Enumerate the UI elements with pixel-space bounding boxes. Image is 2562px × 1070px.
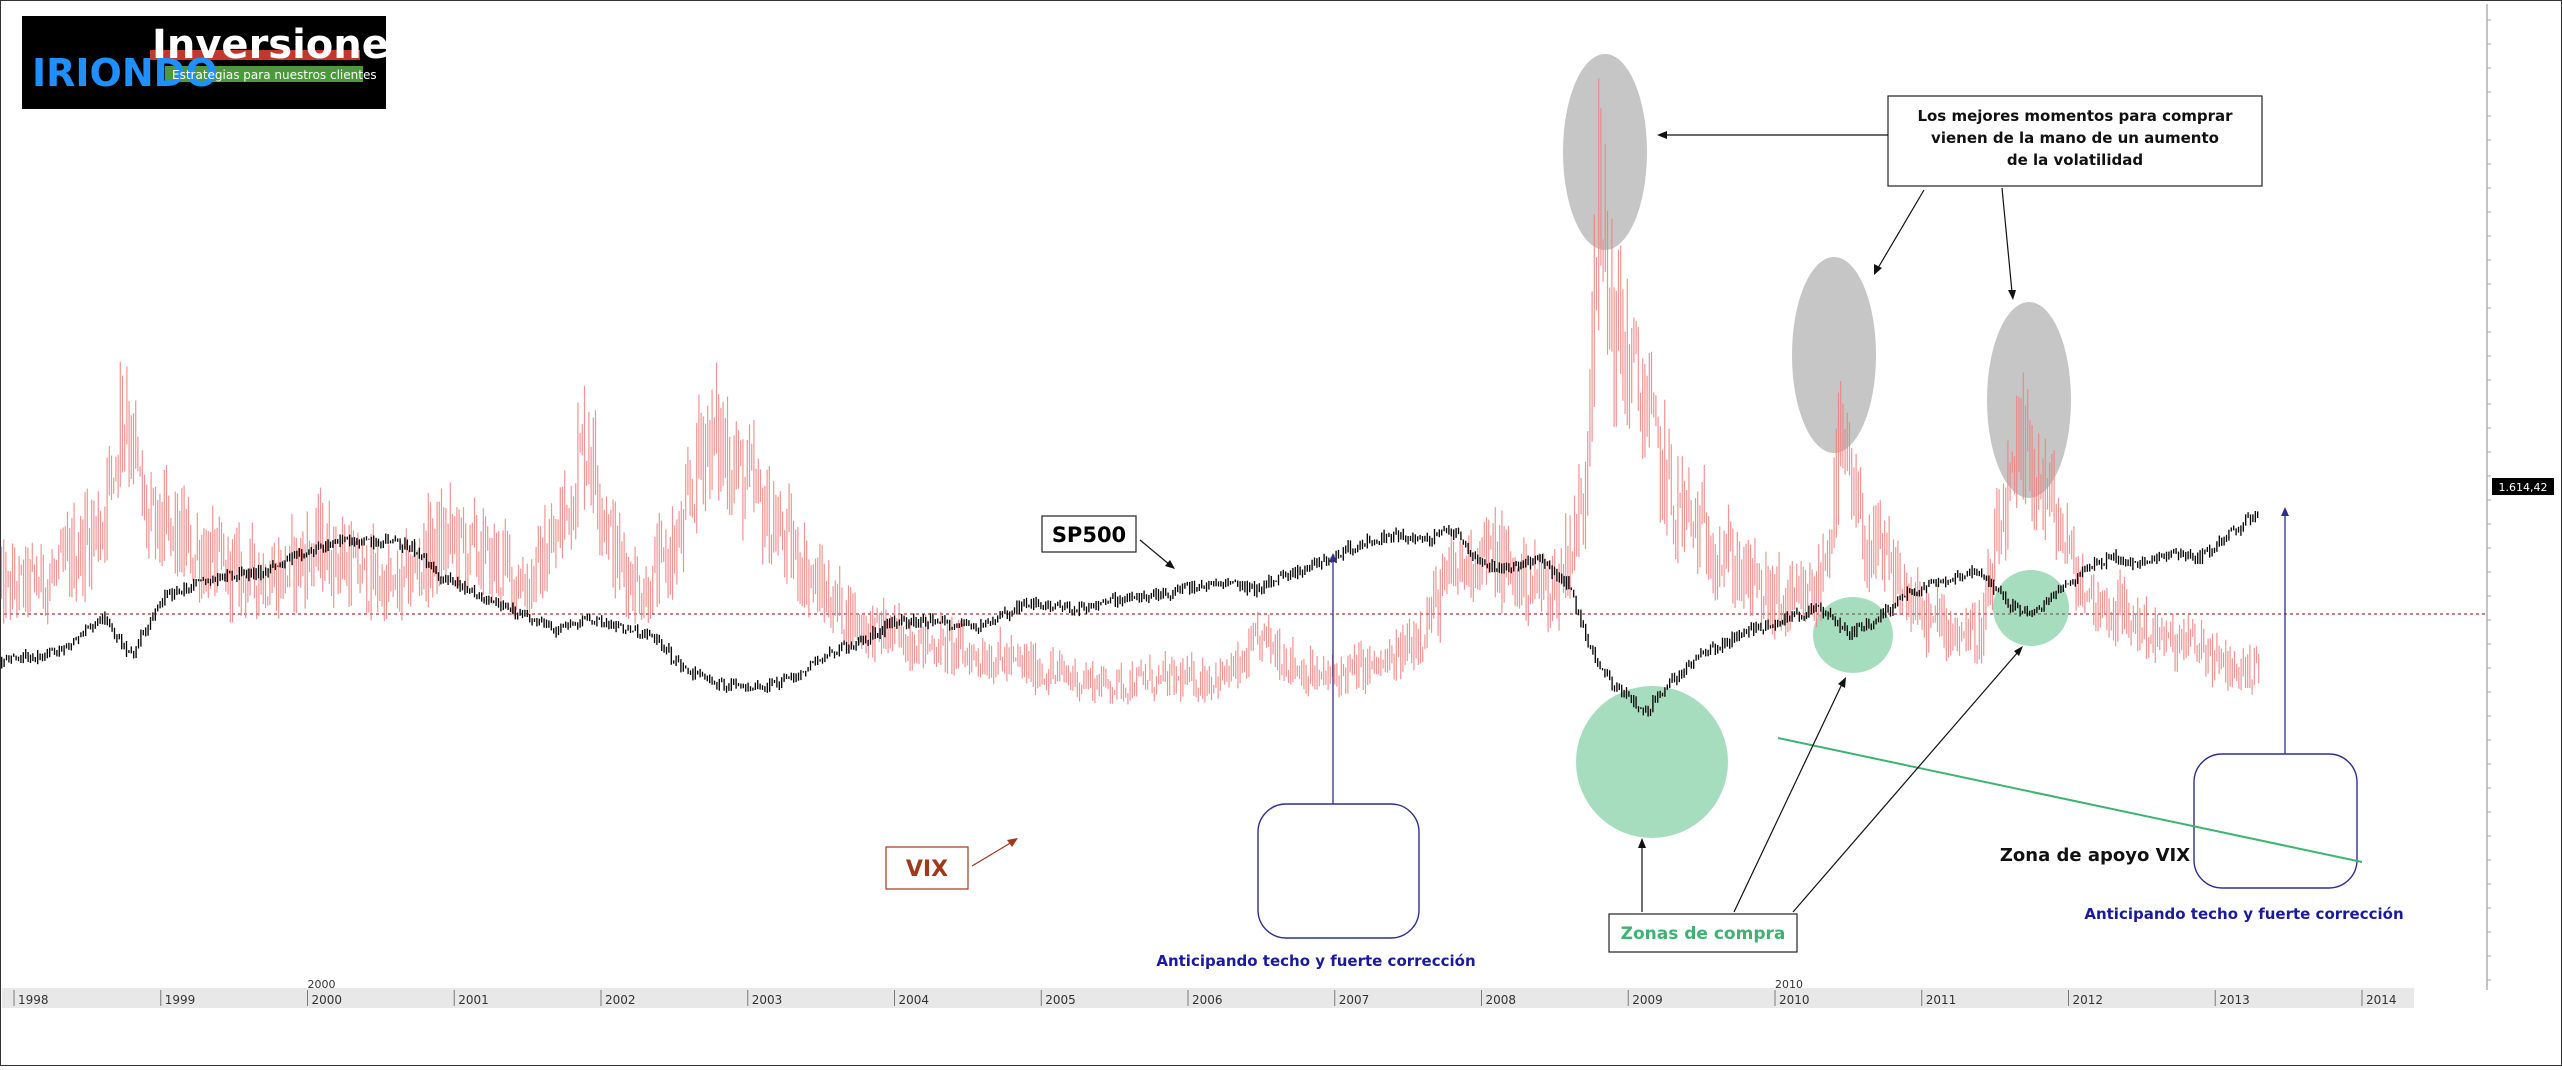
buy-zone-2010	[1813, 597, 1893, 673]
buy-zones-label: Zonas de compra	[1621, 924, 1786, 944]
callout-line-3: de la volatilidad	[2007, 151, 2143, 169]
callout-arrowhead-2008	[1657, 131, 1667, 139]
vix-label-arrow	[971, 841, 1013, 867]
time-tick-label: 2006	[1192, 993, 1223, 1007]
callout-box	[1887, 95, 2263, 187]
buy-zone-arrowhead-2009	[1638, 838, 1646, 848]
time-tick-label: 2000	[312, 993, 343, 1007]
time-tick-label: 1998	[18, 993, 49, 1007]
logo-red-bar	[150, 50, 360, 60]
anticipation-arrowhead-2013	[2281, 507, 2289, 516]
price-axis-ticks	[2487, 19, 2491, 981]
time-axis: 1998 1999 2000 2001 2002 2003 2004 2005 2006 2007…	[13, 978, 2397, 1007]
time-tick-label: 2001	[458, 993, 489, 1007]
logo-name: Inversiones	[152, 22, 413, 68]
time-tick-label: 2013	[2219, 993, 2250, 1007]
vix-series	[0, 78, 2260, 705]
time-tick-label: 2002	[605, 993, 636, 1007]
volatility-spike-highlight-2011	[1987, 302, 2071, 498]
callout-arrowhead-2011	[2008, 290, 2016, 300]
time-tick-label: 2008	[1486, 993, 1517, 1007]
price-readout: 1.614,42	[2499, 481, 2548, 494]
callout-line-2: vienen de la mano de un aumento	[1931, 129, 2219, 147]
time-tick-label: 2007	[1339, 993, 1370, 1007]
sp500-label-arrow	[1139, 539, 1171, 566]
logo: Inversiones IRIONDO Estrategias para nue…	[22, 16, 413, 109]
time-tick-label: 2010	[1779, 993, 1810, 1007]
volatility-spike-highlight-2010	[1792, 257, 1876, 453]
logo-tagline: Estrategias para nuestros clientes	[172, 68, 377, 82]
callout-line-1: Los mejores momentos para comprar	[1917, 107, 2233, 125]
vix-label: VIX	[906, 857, 948, 882]
anticipation-box-2007	[1257, 803, 1420, 939]
logo-brand: IRIONDO	[32, 51, 218, 95]
time-axis-band	[2, 988, 2414, 1008]
anticipation-arrowhead-2007	[1329, 553, 1337, 562]
time-tick-label: 2009	[1632, 993, 1663, 1007]
time-tick-label: 2012	[2073, 993, 2104, 1007]
support-zone-label: Zona de apoyo VIX	[2000, 845, 2190, 866]
time-secondary-label: 2000	[308, 978, 336, 991]
anticipation-box-2013	[2193, 753, 2358, 889]
anticipation-label-2013: Anticipando techo y fuerte corrección	[2084, 905, 2403, 923]
buy-zones-label-box	[1608, 913, 1798, 953]
vix-label-arrowhead	[1007, 838, 1018, 847]
time-tick-label: 2003	[752, 993, 783, 1007]
buy-zone-2011	[1993, 570, 2069, 646]
callout-arrowhead-2010	[1874, 264, 1882, 275]
logo-background	[22, 16, 386, 109]
time-tick-label: 2005	[1045, 993, 1076, 1007]
time-tick-label: 2014	[2366, 993, 2397, 1007]
vix-label-box	[885, 846, 969, 890]
price-readout-box	[2492, 478, 2554, 495]
time-tick-label: 1999	[165, 993, 196, 1007]
callout-arrow-2010	[1877, 189, 1925, 269]
time-tick-label: 2004	[899, 993, 930, 1007]
buy-zone-arrowhead-2010	[1838, 677, 1846, 688]
buy-zone-arrow-2011	[1792, 651, 2019, 913]
sp500-label-arrowhead	[1165, 560, 1175, 569]
time-tick-label: 2011	[1926, 993, 1957, 1007]
callout-arrow-2011	[2001, 187, 2013, 293]
logo-green-bar	[165, 66, 363, 82]
sp500-label: SP500	[1052, 523, 1126, 547]
sp500-label-box	[1041, 515, 1137, 553]
time-secondary-label: 2010	[1775, 978, 1803, 991]
anticipation-label-2007: Anticipando techo y fuerte corrección	[1156, 952, 1475, 970]
buy-zone-arrowhead-2011	[2014, 646, 2023, 656]
vix-support-line	[1777, 737, 2363, 863]
buy-zone-2009	[1576, 686, 1728, 838]
buy-zone-arrow-2010	[1733, 683, 1843, 913]
sp500-series	[1, 511, 2259, 717]
